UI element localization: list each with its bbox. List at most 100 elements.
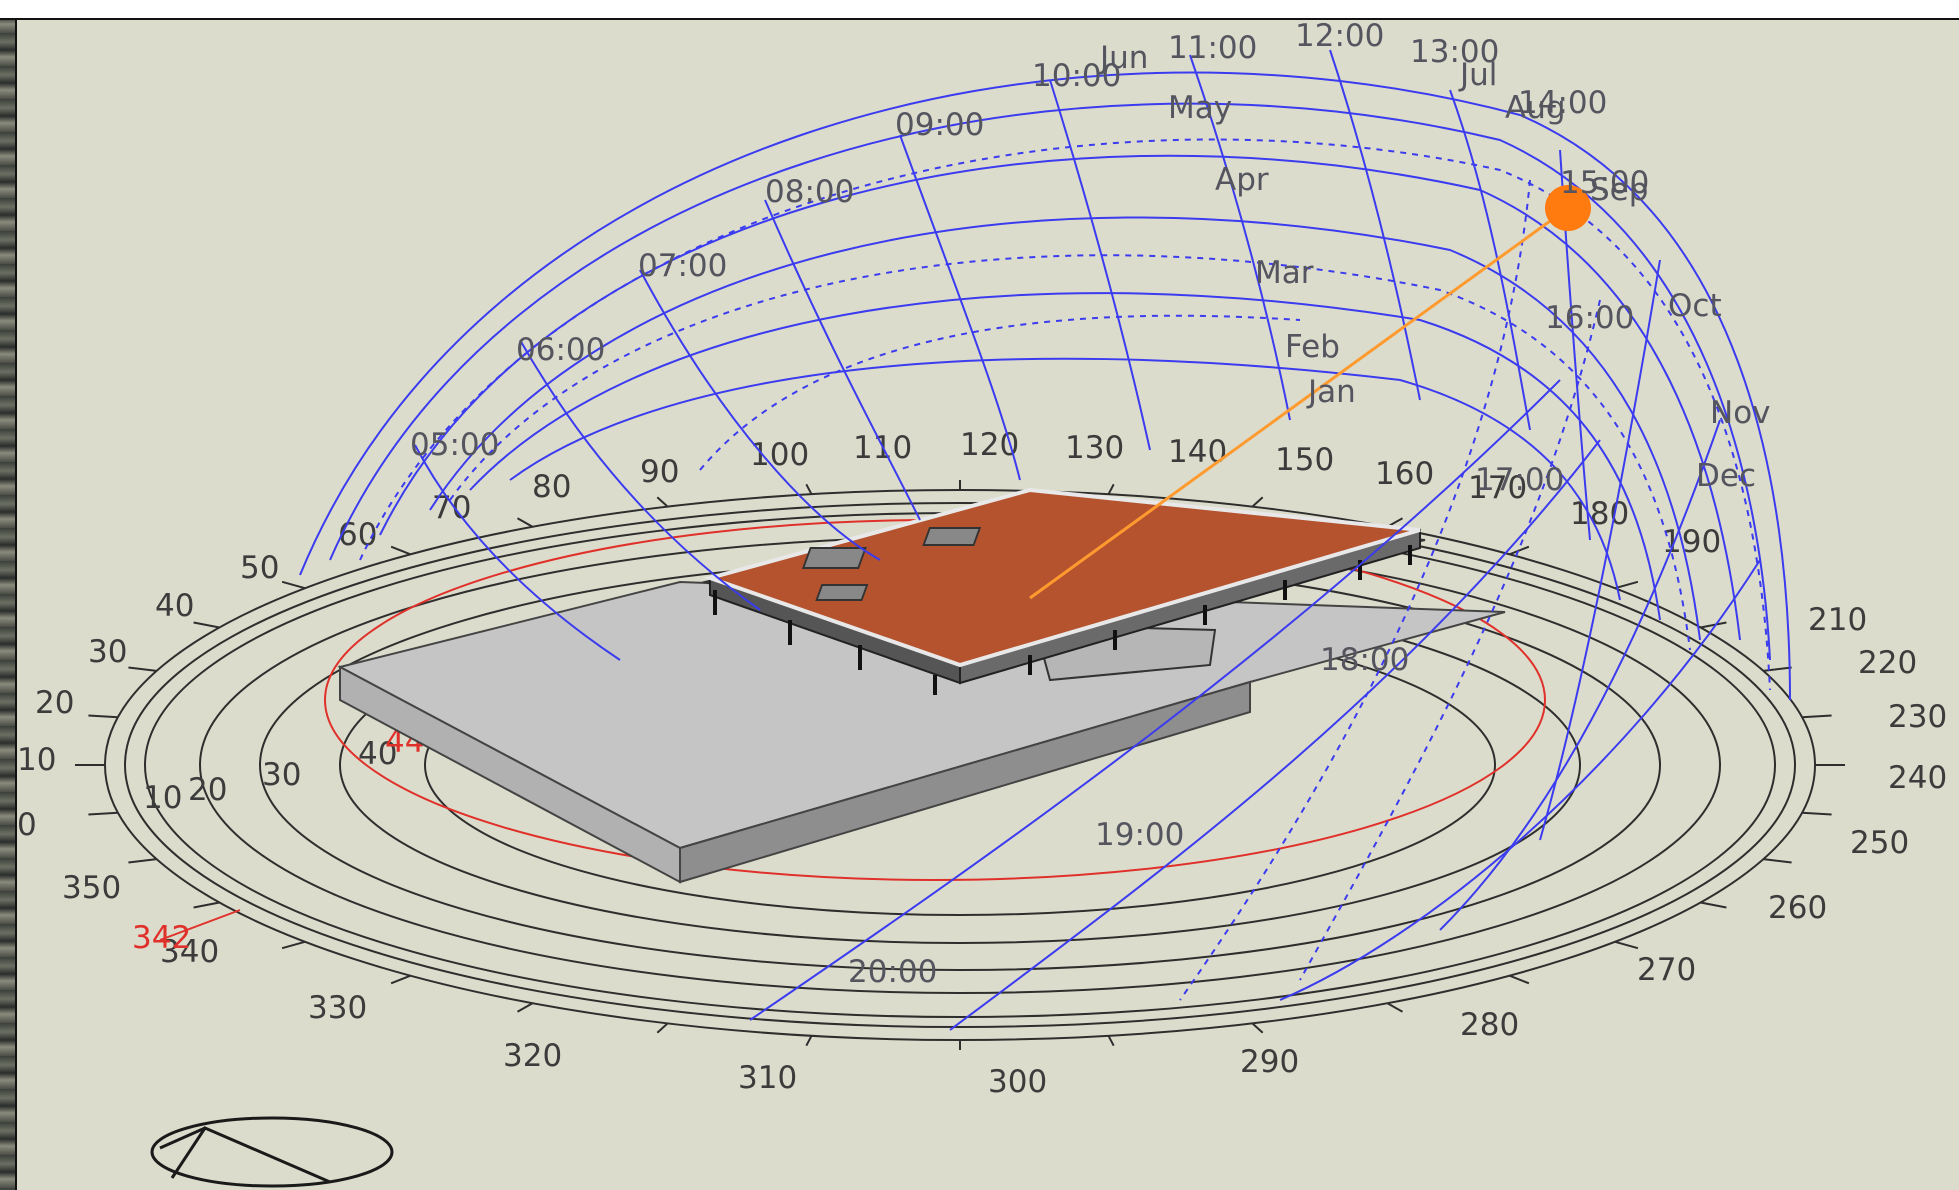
hour-label-1100: 11:00 bbox=[1168, 30, 1257, 66]
azimuth-tick bbox=[193, 901, 220, 909]
azimuth-tick bbox=[805, 483, 813, 495]
azimuth-tick bbox=[805, 1035, 813, 1047]
azimuth-tick bbox=[1251, 496, 1264, 508]
roof-opening bbox=[815, 584, 869, 601]
red-azimuth-marker bbox=[159, 909, 241, 941]
azimuth-tick bbox=[656, 496, 669, 508]
analemma-lines bbox=[359, 138, 1771, 1001]
azimuth-label-140: 140 bbox=[1168, 434, 1227, 470]
azimuth-label-250: 250 bbox=[1850, 825, 1909, 861]
month-label-dec: Dec bbox=[1696, 458, 1756, 494]
azimuth-labels: 50 40 30 20 10 0 350 340 330 320 310 300… bbox=[17, 427, 1947, 1100]
month-label-apr: Apr bbox=[1215, 162, 1269, 198]
azimuth-label-330: 330 bbox=[308, 990, 367, 1026]
hour-label-0800: 08:00 bbox=[765, 174, 854, 210]
azimuth-tick bbox=[517, 1002, 533, 1013]
azimuth-label-60: 60 bbox=[338, 517, 377, 553]
month-label-aug: Aug bbox=[1505, 90, 1566, 126]
orientation-arrow[interactable] bbox=[170, 1126, 331, 1184]
sun-path-arc bbox=[469, 292, 1661, 621]
azimuth-label-270: 270 bbox=[1637, 952, 1696, 988]
azimuth-tick bbox=[1509, 545, 1530, 556]
azimuth-tick bbox=[1801, 714, 1832, 719]
azimuth-tick bbox=[1700, 621, 1727, 629]
azimuth-label-280: 280 bbox=[1460, 1007, 1519, 1043]
azimuth-label-120: 120 bbox=[960, 427, 1019, 463]
month-labels: Jun Jul May Aug Apr Sep Mar Oct Feb Nov … bbox=[1098, 40, 1771, 494]
columns bbox=[713, 545, 1412, 695]
hour-label-1800: 18:00 bbox=[1320, 642, 1409, 678]
sun bbox=[1545, 185, 1591, 231]
azimuth-tick bbox=[1251, 1022, 1264, 1034]
azimuth-tick bbox=[281, 940, 306, 950]
hour-label-1500: 15:00 bbox=[1560, 165, 1649, 201]
azimuth-tick bbox=[1763, 666, 1792, 672]
orientation-ellipse[interactable] bbox=[150, 1116, 394, 1188]
azimuth-label-230: 230 bbox=[1888, 699, 1947, 735]
month-label-nov: Nov bbox=[1710, 395, 1771, 431]
azimuth-tick bbox=[1509, 974, 1530, 985]
altitude-label-20: 20 bbox=[188, 772, 227, 808]
azimuth-label-340: 340 bbox=[160, 934, 219, 970]
azimuth-tick bbox=[656, 1022, 669, 1034]
roof-opening bbox=[801, 547, 867, 569]
azimuth-label-160: 160 bbox=[1375, 456, 1434, 492]
hour-line bbox=[899, 134, 1021, 481]
hour-line bbox=[949, 439, 1601, 1031]
hour-line bbox=[414, 444, 621, 661]
analemma-line bbox=[359, 138, 1771, 691]
hour-label-0900: 09:00 bbox=[895, 107, 984, 143]
azimuth-label-0: 0 bbox=[17, 807, 37, 843]
azimuth-label-10: 10 bbox=[17, 742, 56, 778]
building-model bbox=[337, 487, 1506, 884]
azimuth-tick bbox=[1614, 580, 1639, 590]
base-slab-front-face bbox=[679, 680, 1251, 884]
azimuth-label-40: 40 bbox=[155, 588, 194, 624]
azimuth-label-220: 220 bbox=[1858, 645, 1917, 681]
sun-path-arc bbox=[329, 102, 1771, 661]
hour-label-1300: 13:00 bbox=[1410, 34, 1499, 70]
azimuth-label-260: 260 bbox=[1768, 890, 1827, 926]
altitude-ring-labels: 10 20 30 40 bbox=[143, 736, 397, 816]
orientation-baseline[interactable] bbox=[159, 1126, 206, 1150]
azimuth-label-320: 320 bbox=[503, 1038, 562, 1074]
sun-ray bbox=[1029, 206, 1569, 600]
hour-label-2000: 20:00 bbox=[848, 954, 937, 990]
sun-path-arc bbox=[429, 216, 1701, 641]
azimuth-tick bbox=[128, 666, 157, 672]
hour-line bbox=[639, 269, 881, 561]
azimuth-label-210: 210 bbox=[1808, 602, 1867, 638]
hour-line bbox=[519, 339, 761, 611]
hour-line bbox=[1439, 419, 1721, 931]
azimuth-tick bbox=[1801, 811, 1832, 816]
month-label-sep: Sep bbox=[1590, 172, 1648, 208]
azimuth-label-350: 350 bbox=[62, 870, 121, 906]
azimuth-label-20: 20 bbox=[35, 685, 74, 721]
azimuth-label-130: 130 bbox=[1065, 430, 1124, 466]
window-top-bar bbox=[0, 0, 1959, 20]
month-label-jan: Jan bbox=[1306, 374, 1356, 410]
azimuth-label-310: 310 bbox=[738, 1060, 797, 1096]
azimuth-tick bbox=[88, 811, 119, 816]
hour-line bbox=[1279, 559, 1761, 1001]
azimuth-label-190: 190 bbox=[1662, 524, 1721, 560]
hour-label-1900: 19:00 bbox=[1095, 817, 1184, 853]
sun-path-dome bbox=[299, 49, 1791, 1031]
azimuth-label-100: 100 bbox=[750, 437, 809, 473]
month-label-jul: Jul bbox=[1458, 57, 1497, 93]
window-left-border bbox=[15, 18, 17, 1190]
azimuth-label-90: 90 bbox=[640, 454, 679, 490]
azimuth-label-150: 150 bbox=[1275, 442, 1334, 478]
azimuth-label-170: 170 bbox=[1468, 470, 1527, 506]
view-orientation-widget[interactable] bbox=[150, 1116, 394, 1188]
azimuth-tick bbox=[193, 621, 220, 629]
hour-line bbox=[1449, 89, 1531, 431]
azimuth-label-80: 80 bbox=[532, 469, 571, 505]
azimuth-tick bbox=[1387, 1002, 1403, 1013]
hour-label-0700: 07:00 bbox=[638, 248, 727, 284]
hour-label-0500: 05:00 bbox=[410, 427, 499, 463]
hour-label-1700: 17:00 bbox=[1475, 462, 1564, 498]
azimuth-ticks bbox=[75, 480, 1845, 1050]
azimuth-label-50: 50 bbox=[240, 550, 279, 586]
